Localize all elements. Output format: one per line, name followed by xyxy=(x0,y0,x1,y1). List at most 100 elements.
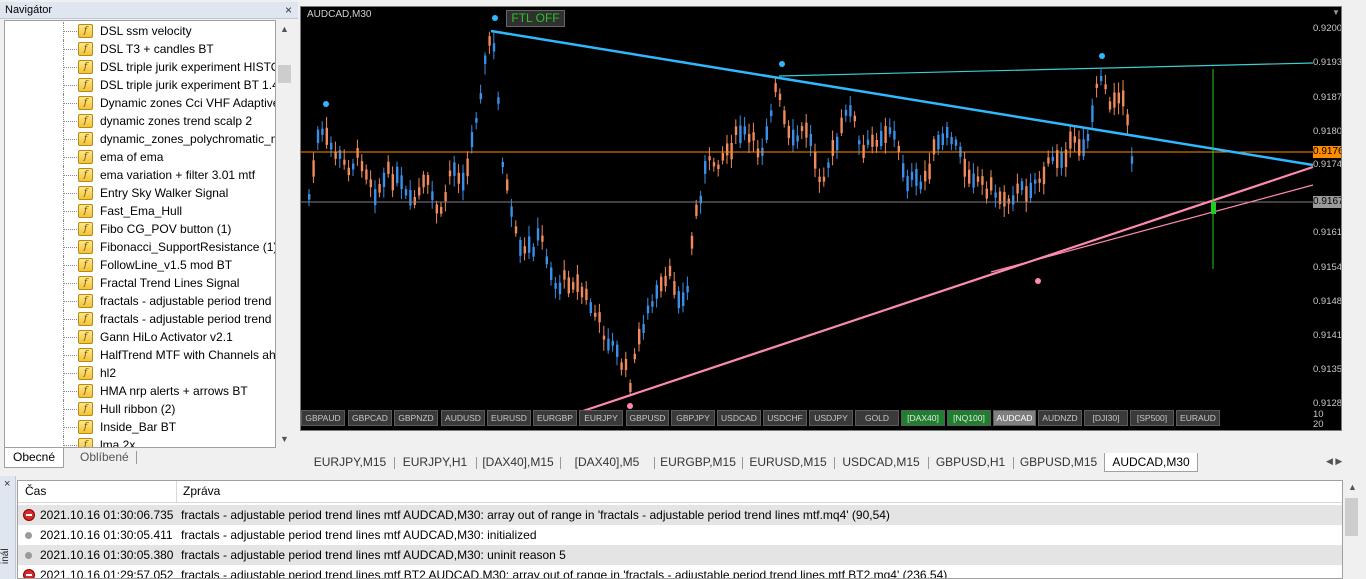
indicator-icon: f xyxy=(78,204,93,218)
journal-table[interactable]: Čas Zpráva 2021.10.16 01:30:06.735 fracta… xyxy=(17,480,1343,579)
symbol-button[interactable]: GBPNZD xyxy=(394,410,438,426)
candle xyxy=(1117,92,1120,104)
candle xyxy=(1122,90,1125,107)
candle xyxy=(1100,76,1103,81)
chart-tab[interactable]: USDCAD,M15 xyxy=(842,455,920,469)
navigator-item[interactable]: f HalfTrend MTF with Channels ahtf xyxy=(5,346,275,364)
chart-canvas[interactable] xyxy=(301,7,1342,431)
navigator-scrollbar[interactable]: ▲ ▼ xyxy=(276,20,293,448)
close-icon[interactable]: × xyxy=(284,3,292,17)
navigator-item[interactable]: f Dynamic zones Cci VHF Adaptive xyxy=(5,94,275,112)
column-header-message[interactable]: Zpráva xyxy=(183,484,221,498)
navigator-item[interactable]: f FollowLine_v1.5 mod BT xyxy=(5,256,275,274)
candle xyxy=(356,147,359,158)
navigator-item[interactable]: f Inside_Bar BT xyxy=(5,418,275,436)
symbol-button[interactable]: [DAX40] xyxy=(901,410,945,426)
scroll-up-icon[interactable]: ▲ xyxy=(1348,482,1357,492)
symbol-button[interactable]: GBPJPY xyxy=(671,410,715,426)
close-icon[interactable]: × xyxy=(4,478,11,490)
candle xyxy=(1012,195,1015,205)
navigator-item[interactable]: f ema of ema xyxy=(5,148,275,166)
terminal-panel: × inál Čas Zpráva 2021.10.16 01:30:06.73… xyxy=(0,476,1366,579)
navigator-item[interactable]: f hl2 xyxy=(5,364,275,382)
chart-tab[interactable]: GBPUSD,H1 xyxy=(935,455,1006,469)
navigator-item[interactable]: f DSL triple jurik experiment HISTO xyxy=(5,58,276,76)
navigator-item[interactable]: f Entry Sky Walker Signal xyxy=(5,184,275,202)
scrollbar-thumb[interactable] xyxy=(1345,498,1358,536)
navigator-tree[interactable]: f DSL ssm velocity f DSL T3 + candles BT f DS… xyxy=(4,20,276,448)
navigator-item-label: DSL triple jurik experiment HISTO xyxy=(100,60,276,74)
candle xyxy=(396,166,399,184)
navigator-item[interactable]: f HMA nrp alerts + arrows BT xyxy=(5,382,275,400)
candle xyxy=(572,282,575,290)
candle xyxy=(928,163,931,180)
journal-row[interactable]: 2021.10.16 01:30:05.380 fractals - adjust… xyxy=(18,545,1342,565)
symbol-button[interactable]: GBPUSD xyxy=(626,410,669,426)
chart-tab[interactable]: EURGBP,M15 xyxy=(660,455,736,469)
navigator-item[interactable]: f Fractal Trend Lines Signal xyxy=(5,274,275,292)
navigator-item[interactable]: f ema variation + filter 3.01 mtf xyxy=(5,166,275,184)
symbol-button[interactable]: EURUSD xyxy=(487,410,531,426)
tab-general[interactable]: Obecné xyxy=(4,448,65,468)
navigator-item[interactable]: f fractals - adjustable period trend li xyxy=(5,292,275,310)
symbol-button[interactable]: USDJPY xyxy=(809,410,853,426)
symbol-button[interactable]: USDCHF xyxy=(763,410,807,426)
navigator-item[interactable]: f Fibonacci_SupportResistance (1) xyxy=(5,238,275,256)
symbol-button[interactable]: AUDNZD xyxy=(1038,410,1082,426)
navigator-item[interactable]: f dynamic_zones_polychromatic_mt xyxy=(5,130,275,148)
price-tick-label: 0.91545 xyxy=(1313,262,1342,273)
scrollbar-thumb[interactable] xyxy=(278,65,291,83)
navigator-item[interactable]: f Gann HiLo Activator v2.1 xyxy=(5,328,275,346)
navigator-item[interactable]: f Hull ribbon (2) xyxy=(5,400,275,418)
ftl-toggle-button[interactable]: FTL OFF xyxy=(506,10,565,27)
tab-favorites[interactable]: Oblíbené xyxy=(80,450,129,464)
candle xyxy=(880,130,883,147)
symbol-button[interactable]: [NQ100] xyxy=(947,410,991,426)
navigator-item[interactable]: f dynamic zones trend scalp 2 xyxy=(5,112,275,130)
candle xyxy=(638,328,641,345)
chart-tab[interactable]: EURUSD,M15 xyxy=(749,455,827,469)
navigator-item[interactable]: f fractals - adjustable period trend li xyxy=(5,310,275,328)
symbol-button[interactable]: EURGBP xyxy=(533,410,577,426)
chart-tab[interactable]: AUDCAD,M30 xyxy=(1104,453,1198,472)
navigator-item[interactable]: f Fibo CG_POV button (1) xyxy=(5,220,275,238)
navigator-item[interactable]: f DSL T3 + candles BT xyxy=(5,40,275,58)
journal-row[interactable]: 2021.10.16 01:30:06.735 fractals - adjust… xyxy=(18,505,1342,525)
terminal-scrollbar[interactable]: ▲ xyxy=(1343,480,1360,579)
symbol-button[interactable]: GBPAUD xyxy=(301,410,345,426)
scroll-down-icon[interactable]: ▼ xyxy=(280,434,289,444)
symbol-button[interactable]: EURJPY xyxy=(579,410,623,426)
navigator-item-label: Gann HiLo Activator v2.1 xyxy=(100,330,233,344)
symbol-button[interactable]: AUDCAD xyxy=(993,410,1036,426)
symbol-button[interactable]: USDCAD xyxy=(717,410,761,426)
journal-row[interactable]: 2021.10.16 01:29:57.052 fractals - adjust… xyxy=(18,565,1342,578)
chart-tab[interactable]: GBPUSD,M15 xyxy=(1019,455,1098,469)
candle xyxy=(910,171,914,180)
navigator-item[interactable]: f DSL ssm velocity xyxy=(5,22,275,40)
symbol-button[interactable]: EURAUD xyxy=(1176,410,1220,426)
chart-menu-icon[interactable]: ▼ xyxy=(1332,8,1340,17)
candle xyxy=(431,191,434,201)
symbol-button[interactable]: GBPCAD xyxy=(348,410,392,426)
journal-row[interactable]: 2021.10.16 01:30:05.411 fractals - adjust… xyxy=(18,525,1342,545)
navigator-item[interactable]: f lma 2x xyxy=(5,436,275,447)
column-divider[interactable] xyxy=(176,481,177,503)
scroll-up-icon[interactable]: ▲ xyxy=(280,24,289,34)
indicator-icon: f xyxy=(78,348,93,362)
chart-tab[interactable]: [DAX40],M15 xyxy=(482,455,554,469)
candle xyxy=(1038,178,1041,183)
chart-tab[interactable]: [DAX40],M5 xyxy=(574,455,640,469)
chart-tab[interactable]: EURJPY,M15 xyxy=(313,455,387,469)
symbol-button[interactable]: [DJI30] xyxy=(1084,410,1128,426)
navigator-item[interactable]: f Fast_Ema_Hull xyxy=(5,202,275,220)
tab-scroll-arrows[interactable]: ◀ ▶ xyxy=(1326,456,1343,466)
symbol-button[interactable]: [SP500] xyxy=(1130,410,1174,426)
symbol-button[interactable]: GOLD xyxy=(855,410,899,426)
chart-tab[interactable]: EURJPY,H1 xyxy=(402,455,468,469)
navigator-item[interactable]: f DSL triple jurik experiment BT 1.4 xyxy=(5,76,275,94)
column-header-time[interactable]: Čas xyxy=(25,484,47,498)
symbol-button[interactable]: AUDUSD xyxy=(441,410,485,426)
